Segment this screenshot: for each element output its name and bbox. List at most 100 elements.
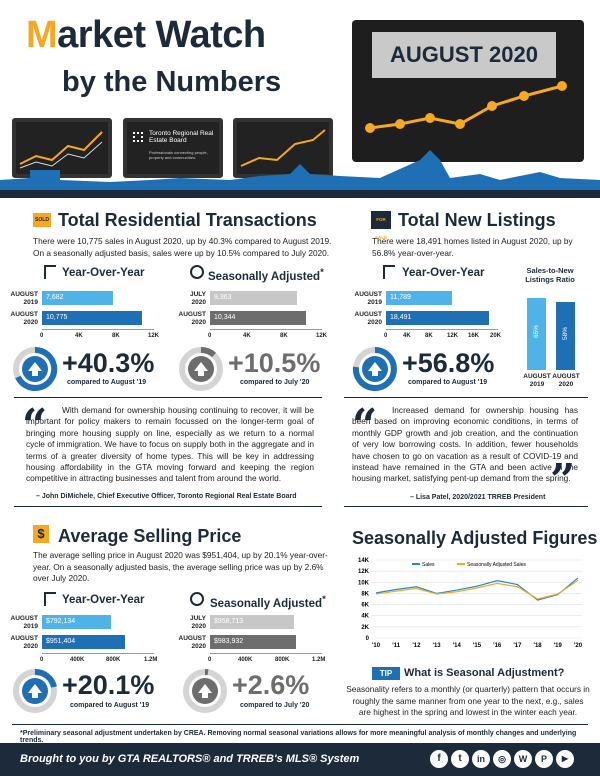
y-tick-label: 14K [358,558,370,564]
bar-value: 10,775 [42,311,142,325]
footer-text: Brought to you by GTA REALTORS® and TRRE… [20,753,360,765]
quote-attribution: – John DiMichele, Chief Executive Office… [36,493,297,500]
legend-label: Seasonally Adjusted Sales [467,562,526,568]
transactions-body: There were 10,775 sales in August 2020, … [33,236,332,258]
percent-change: +2.6% [232,670,310,700]
youtube-icon[interactable]: ▶ [556,750,574,768]
axis-line [42,653,154,654]
tick-label: 0 [208,333,212,339]
month-label: AUGUST 2020 [372,32,556,78]
quote-text: Increased demand for ownership housing h… [352,405,578,484]
quote-open-icon: “ [22,400,48,451]
x-tick-label: '20 [574,643,583,649]
quote-text: With demand for ownership housing contin… [26,405,314,484]
axis-line [210,653,322,654]
x-tick-label: '19 [554,643,563,649]
tick-label: 12K [316,333,328,339]
quote-box-1 [14,397,322,507]
tick-label: 4K [403,333,411,339]
up-arrow-ring-icon [13,346,58,391]
compare-label: compared to July '20 [240,379,310,386]
tick-label: 8K [112,333,120,339]
bar-label: AUGUST 2020 [10,311,38,326]
bar-value: 11,789 [386,291,452,305]
quote-attribution: – Lisa Patel, 2020/2021 TRREB President [410,494,546,501]
tick-label: 0 [208,657,212,663]
up-arrow-ring-icon [179,346,223,391]
twitter-icon[interactable]: t [451,750,469,768]
percent-change: +40.3% [62,348,155,378]
calendar-icon [383,265,395,279]
listings-yoy-label: Year-Over-Year [402,267,485,279]
transactions-sa-label: Seasonally Adjusted* [208,267,324,283]
y-tick-label: 10K [358,580,370,586]
quote-close-icon: ” [550,455,576,506]
x-tick-label: '13 [433,643,442,649]
header-band [0,190,600,198]
compare-label: compared to August '19 [70,702,150,709]
x-tick-label: '15 [473,643,482,649]
compare-label: compared to August '19 [408,379,488,386]
tick-label: 12K [447,333,459,339]
y-tick-label: 6K [361,603,369,609]
calendar-icon [44,592,56,606]
bar-value: $958,713 [210,615,294,629]
axis-line [386,329,498,330]
tick-label: 8K [280,333,288,339]
tick-label: 12K [148,333,160,339]
y-tick-label: 2K [361,625,369,631]
price-body: The average selling price in August 2020… [33,550,328,583]
up-arrow-ring-icon [183,669,227,713]
axis-line [210,329,322,330]
tick-label: 0 [40,657,44,663]
instagram-icon[interactable]: ◎ [493,750,511,768]
up-arrow-ring-icon [13,669,57,713]
linkedin-icon[interactable]: in [472,750,490,768]
compare-label: compared to August '19 [67,379,147,386]
listings-body: There were 18,491 homes listed in August… [372,236,573,258]
monitor-trreb-logo: Toronto Regional Real Estate Board Profe… [123,118,223,178]
price-sa-label: Seasonally Adjusted* [210,594,326,610]
page-subtitle: by the Numbers [62,66,282,98]
tick-label: 1.2M [312,657,326,663]
tick-label: 4K [243,333,251,339]
social-links: f t in ◎ W P ▶ [430,750,574,768]
percent-change: +56.8% [402,348,495,378]
tick-label: 20K [490,333,502,339]
ratio-title: Sales-to-New Listings Ratio [525,266,575,284]
for-sale-sign-icon: FOR SALE [371,211,391,240]
monitor-chart-1 [12,118,112,178]
dollar-sign-icon: $ [33,525,49,543]
ratio-value: 58% [562,327,569,341]
facebook-icon[interactable]: f [430,750,448,768]
month-screen: AUGUST 2020 [352,20,584,162]
price-yoy-label: Year-Over-Year [62,594,145,606]
pinterest-icon[interactable]: P [535,750,553,768]
tip-badge: TIP [372,667,400,680]
bar-label: AUGUST 2020 [178,311,206,326]
y-tick-label: 4K [361,614,369,620]
y-tick-label: 0 [366,636,370,642]
percent-change: +20.1% [62,670,155,700]
adjust-icon [190,265,204,279]
bar-value: 9,363 [210,291,297,305]
bar-label: AUGUST 2020 [10,635,38,650]
x-tick-label: '12 [412,643,421,649]
bar-label: AUGUST 2020 [354,311,382,326]
tick-label: 0 [384,333,388,339]
series-line [375,579,579,600]
ratio-value: 65% [533,325,540,339]
x-tick-label: '17 [513,643,522,649]
wordpress-icon[interactable]: W [514,750,532,768]
compare-label: compared to July '20 [240,702,310,709]
adjust-icon [190,592,204,606]
x-tick-label: '18 [534,643,543,649]
tick-label: 8K [425,333,433,339]
bar-value: 7,682 [42,291,113,305]
ratio-bar-2019: 65% [527,298,546,370]
tick-label: 1.2M [144,657,158,663]
price-title: Average Selling Price [58,526,242,546]
x-tick-label: '16 [493,643,502,649]
bar-value: $792,134 [42,615,111,629]
bar-value: 10,344 [210,311,306,325]
